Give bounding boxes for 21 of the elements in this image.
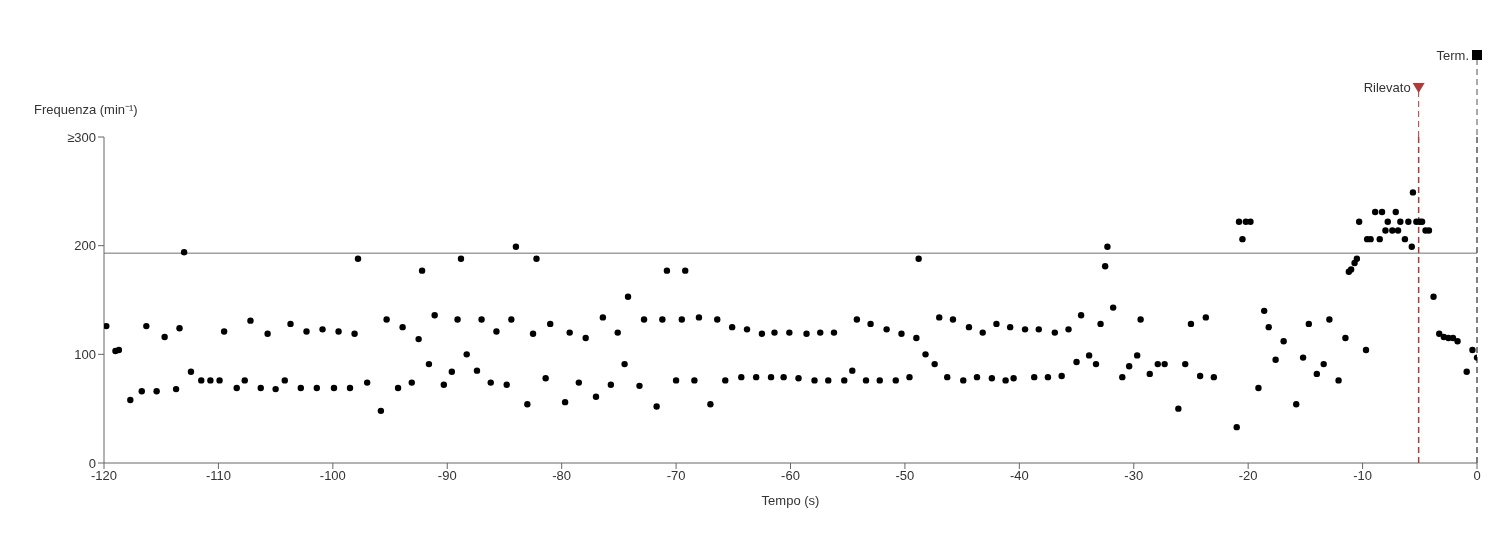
x-tick-label: -30 — [1124, 468, 1144, 484]
x-tick-label: -100 — [319, 468, 346, 484]
ref-line-label: Term. — [1436, 48, 1469, 63]
y-tick-label: ≥300 — [67, 129, 96, 145]
x-tick-label: -90 — [437, 468, 457, 484]
x-axis-title: Tempo (s) — [761, 493, 820, 508]
y-tick-label: 200 — [74, 238, 96, 254]
x-tick-label: -50 — [895, 468, 915, 484]
x-tick-label: -20 — [1238, 468, 1258, 484]
legend-label: Rilevato — [1363, 80, 1411, 95]
x-tick-label: -80 — [552, 468, 572, 484]
x-tick-label: -10 — [1353, 468, 1372, 484]
x-tick-label: -120 — [90, 468, 118, 484]
y-tick-label: 100 — [74, 346, 96, 362]
x-tick-label: -110 — [205, 468, 231, 484]
x-tick-label: -40 — [1009, 468, 1029, 484]
y-tick-label: 0 — [88, 455, 96, 471]
x-tick-label: 0 — [1473, 468, 1481, 484]
y-axis-title: Frequenza (min⁻¹) — [34, 101, 138, 118]
x-tick-label: -70 — [666, 468, 686, 484]
x-tick-label: -60 — [781, 468, 800, 484]
